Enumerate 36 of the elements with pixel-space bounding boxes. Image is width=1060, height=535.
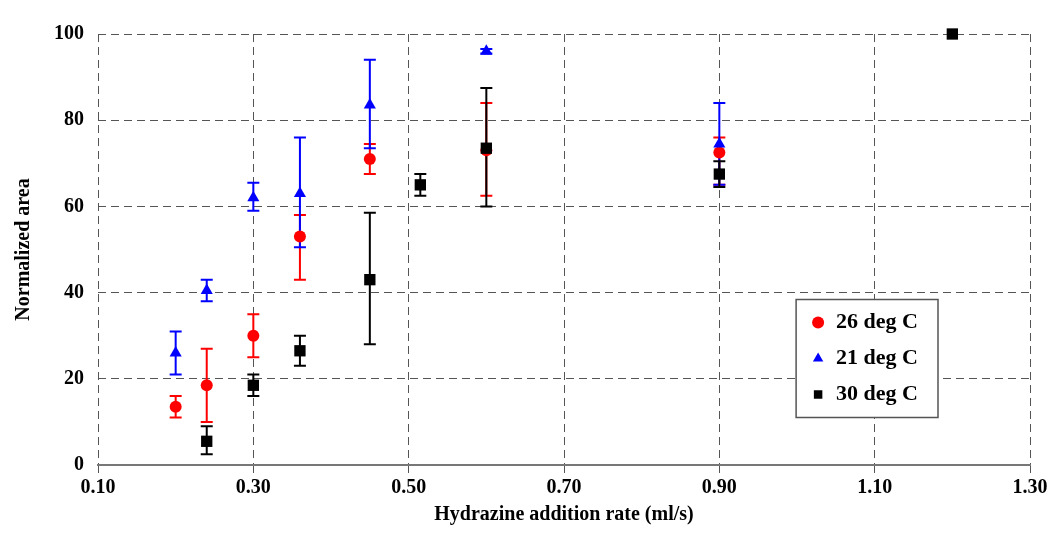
point [247, 190, 260, 202]
point [363, 98, 376, 109]
point [946, 28, 958, 40]
y-axis-title: Normalized area [11, 178, 34, 321]
legend-label: 30 deg C [836, 380, 918, 406]
point [293, 186, 306, 197]
y-tick-label: 80 [64, 107, 84, 130]
x-tick-label: 0.70 [546, 475, 582, 498]
point [713, 146, 726, 159]
point [200, 379, 213, 392]
point [713, 168, 725, 180]
point [294, 345, 306, 357]
x-tick-label: 1.10 [857, 475, 893, 498]
x-tick-label: 1.30 [1012, 475, 1048, 498]
point [201, 435, 213, 447]
legend-label: 21 deg C [836, 344, 918, 370]
x-tick-label: 0.10 [80, 475, 116, 498]
y-tick-label: 40 [64, 279, 84, 302]
point [247, 379, 259, 391]
point [480, 44, 493, 55]
point [364, 274, 376, 286]
point [293, 230, 306, 243]
x-axis-title: Hydrazine addition rate (ml/s) [434, 502, 694, 526]
x-tick-label: 0.90 [701, 475, 737, 498]
x-tick-label: 0.30 [235, 475, 271, 498]
legend-label: 26 deg C [836, 308, 918, 334]
y-tick-label: 0 [74, 452, 84, 475]
x-tick-label: 0.50 [391, 475, 427, 498]
point [247, 329, 260, 342]
point [363, 152, 376, 165]
point [169, 400, 182, 413]
y-tick-label: 60 [64, 193, 84, 216]
point [200, 283, 213, 294]
y-tick-label: 100 [54, 21, 84, 44]
point [414, 179, 426, 191]
y-tick-label: 20 [64, 365, 84, 388]
